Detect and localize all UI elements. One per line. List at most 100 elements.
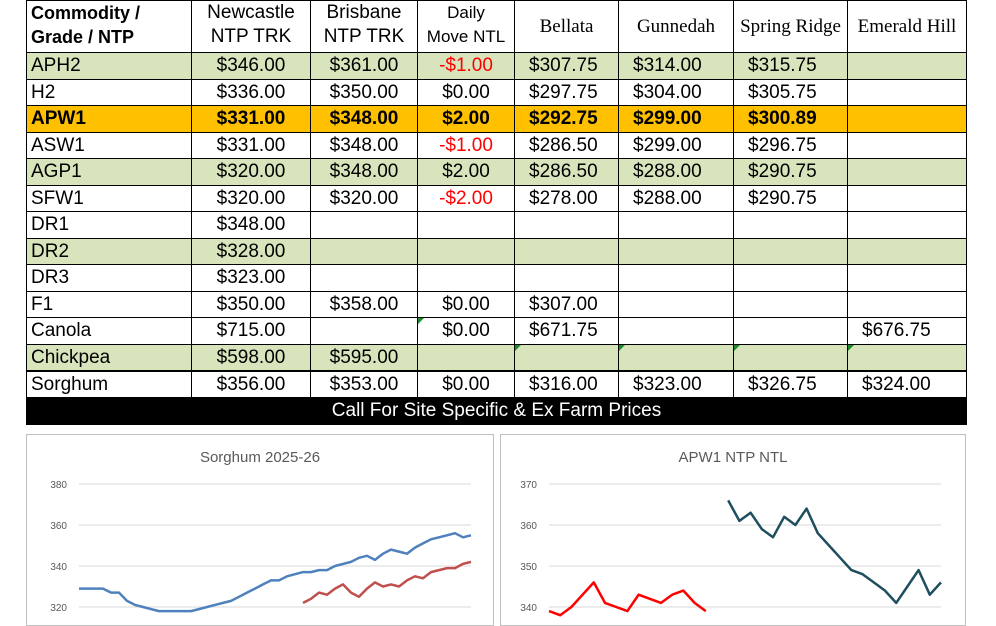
cell-bellata (514, 264, 619, 292)
cell-daily: -$1.00 (417, 131, 515, 159)
header-row: Commodity / Grade / NTP Newcastle NTP TRK … (26, 0, 967, 53)
cell-newcastle: $320.00 (191, 158, 311, 186)
cell-newcastle: $356.00 (191, 369, 311, 398)
cell-daily: -$1.00 (417, 52, 515, 80)
cell-brisbane (310, 211, 418, 239)
cell-grade: DR2 (26, 237, 192, 265)
cell-spring-ridge (733, 343, 848, 371)
cell-emerald-hill (847, 264, 967, 292)
table-row: Sorghum $356.00 $353.00 $0.00 $316.00 $323.00… (26, 369, 967, 398)
series-line-1 (548, 581, 707, 617)
header-daily-move: Daily Move NTL (417, 0, 515, 53)
series-line-2 (302, 560, 472, 605)
cell-grade: APH2 (26, 52, 192, 80)
cell-gunnedah: $314.00 (618, 52, 734, 80)
cell-newcastle: $350.00 (191, 290, 311, 318)
price-table: Commodity / Grade / NTP Newcastle NTP TRK … (26, 0, 967, 425)
cell-emerald-hill (847, 78, 967, 106)
table-row: ASW1 $331.00 $348.00 -$1.00 $286.50 $299.00 $2… (26, 131, 967, 159)
cell-grade: Chickpea (26, 343, 192, 371)
table-row: DR2 $328.00 (26, 237, 967, 265)
call-banner: Call For Site Specific & Ex Farm Prices (26, 396, 967, 425)
cell-emerald-hill (847, 184, 967, 212)
cell-newcastle: $320.00 (191, 184, 311, 212)
cell-spring-ridge: $305.75 (733, 78, 848, 106)
cell-daily (417, 343, 515, 371)
cell-grade: APW1 (26, 105, 192, 133)
cell-emerald-hill (847, 343, 967, 371)
cell-emerald-hill (847, 52, 967, 80)
cell-brisbane: $348.00 (310, 158, 418, 186)
cell-bellata (514, 237, 619, 265)
cell-daily: $2.00 (417, 158, 515, 186)
apw1-chart-plot: 370 360 350 340 (520, 480, 942, 617)
header-newcastle: Newcastle NTP TRK (191, 0, 311, 53)
header-emerald-hill: Emerald Hill (847, 0, 967, 53)
header-brisbane: Brisbane NTP TRK (310, 0, 418, 53)
cell-daily: -$2.00 (417, 184, 515, 212)
cell-spring-ridge: $290.75 (733, 184, 848, 212)
table-row: SFW1 $320.00 $320.00 -$2.00 $278.00 $288.00 $2… (26, 184, 967, 212)
table-row: Canola $715.00 $0.00 $671.75 $676.75 (26, 317, 967, 345)
cell-brisbane (310, 264, 418, 292)
header-bellata: Bellata (514, 0, 619, 53)
y-tick-label: 350 (520, 562, 537, 573)
cell-spring-ridge: $326.75 (733, 369, 848, 398)
cell-grade: H2 (26, 78, 192, 106)
cell-spring-ridge (733, 211, 848, 239)
cell-grade: AGP1 (26, 158, 192, 186)
sorghum-chart-plot: 380 360 340 320 (50, 480, 472, 614)
cell-newcastle: $323.00 (191, 264, 311, 292)
cell-spring-ridge: $290.75 (733, 158, 848, 186)
cell-emerald-hill: $324.00 (847, 369, 967, 398)
cell-grade: DR3 (26, 264, 192, 292)
cell-gunnedah (618, 211, 734, 239)
cell-newcastle: $346.00 (191, 52, 311, 80)
cell-bellata: $278.00 (514, 184, 619, 212)
table-row: F1 $350.00 $358.00 $0.00 $307.00 (26, 290, 967, 318)
cell-bellata: $307.75 (514, 52, 619, 80)
cell-gunnedah (618, 290, 734, 318)
cell-spring-ridge (733, 317, 848, 345)
table-row: AGP1 $320.00 $348.00 $2.00 $286.50 $288.00 $29… (26, 158, 967, 186)
cell-spring-ridge: $300.89 (733, 105, 848, 133)
cell-newcastle: $331.00 (191, 131, 311, 159)
cell-gunnedah (618, 237, 734, 265)
y-tick-label: 320 (50, 603, 67, 614)
y-tick-label: 360 (50, 521, 67, 532)
cell-daily (417, 264, 515, 292)
cell-spring-ridge (733, 290, 848, 318)
cell-newcastle: $328.00 (191, 237, 311, 265)
y-tick-label: 340 (520, 603, 537, 614)
cell-daily: $2.00 (417, 105, 515, 133)
cell-brisbane (310, 317, 418, 345)
banner-row: Call For Site Specific & Ex Farm Prices (26, 396, 967, 425)
table-row: DR3 $323.00 (26, 264, 967, 292)
cell-grade: DR1 (26, 211, 192, 239)
cell-gunnedah (618, 264, 734, 292)
cell-bellata: $316.00 (514, 369, 619, 398)
y-tick-label: 360 (520, 521, 537, 532)
cell-newcastle: $598.00 (191, 343, 311, 371)
cell-gunnedah: $288.00 (618, 158, 734, 186)
cell-brisbane: $348.00 (310, 105, 418, 133)
table-body: APH2 $346.00 $361.00 -$1.00 $307.75 $314.00 $3… (26, 52, 967, 398)
cell-grade: ASW1 (26, 131, 192, 159)
cell-daily (417, 211, 515, 239)
cell-bellata: $671.75 (514, 317, 619, 345)
table-row: H2 $336.00 $350.00 $0.00 $297.75 $304.00 $305.… (26, 78, 967, 106)
cell-spring-ridge (733, 237, 848, 265)
cell-spring-ridge: $315.75 (733, 52, 848, 80)
cell-emerald-hill: $676.75 (847, 317, 967, 345)
table-row: Chickpea $598.00 $595.00 (26, 343, 967, 371)
table-row: DR1 $348.00 (26, 211, 967, 239)
cell-gunnedah: $288.00 (618, 184, 734, 212)
cell-bellata (514, 343, 619, 371)
cell-bellata: $307.00 (514, 290, 619, 318)
cell-brisbane: $350.00 (310, 78, 418, 106)
chart-title: APW1 NTP NTL (678, 449, 788, 466)
cell-emerald-hill (847, 237, 967, 265)
cell-brisbane: $358.00 (310, 290, 418, 318)
cell-newcastle: $331.00 (191, 105, 311, 133)
header-commodity: Commodity / Grade / NTP (26, 0, 192, 53)
